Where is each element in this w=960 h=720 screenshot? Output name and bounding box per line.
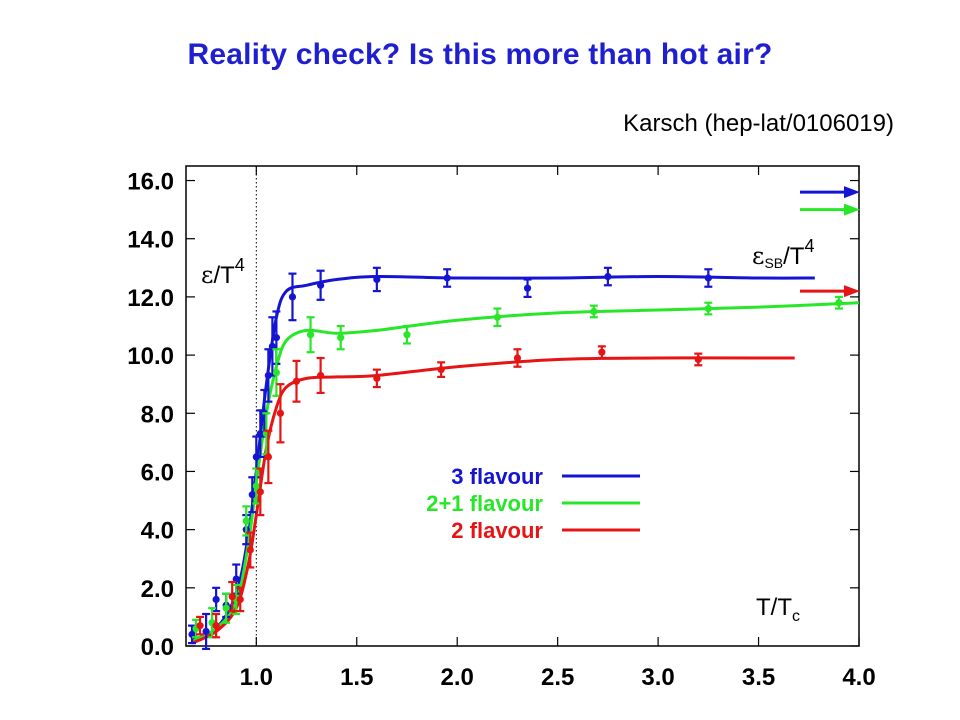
data-point-2-flavour: [196, 615, 205, 636]
x-tick-label: 1.5: [340, 664, 373, 691]
y-tick-label: 14.0: [127, 227, 174, 254]
data-point-2-1-flavour: [306, 316, 315, 354]
data-point-3-flavour: [523, 278, 532, 299]
data-point-2-flavour: [372, 368, 381, 389]
y-tick-label: 16.0: [127, 169, 174, 196]
data-point-2-flavour: [316, 356, 325, 395]
data-point-2-1-flavour: [834, 295, 843, 310]
plot-frame: [185, 165, 860, 647]
y-axis-label: ε/T4: [201, 255, 245, 289]
data-point-2-1-flavour: [493, 307, 502, 328]
x-tick-label: 1.0: [240, 664, 273, 691]
data-point-3-flavour: [202, 612, 211, 651]
y-tick-label: 6.0: [141, 459, 174, 486]
data-point-2-1-flavour: [704, 301, 713, 316]
sb-arrow-2-flavour: [800, 285, 860, 298]
sb-limit-arrows: [800, 186, 860, 298]
y-tick-label: 2.0: [141, 576, 174, 603]
legend-label-2-flavour: 2 flavour: [451, 518, 543, 543]
x-tick-label: 3.5: [742, 664, 775, 691]
axis-ticks: 0.0 2.0 4.0 6.0 8.0 10.0 12.0 14.0 16.0 1.0 1.5 2.0…: [127, 166, 876, 691]
data-point-2-flavour: [694, 352, 703, 367]
data-point-3-flavour: [256, 409, 265, 459]
data-point-2-1-flavour: [272, 348, 281, 397]
sb-arrow-3-flavour: [800, 186, 860, 199]
data-point-2-flavour: [292, 359, 301, 403]
x-tick-label: 3.0: [641, 664, 674, 691]
data-point-2-flavour: [264, 429, 273, 485]
sb-arrow-2-1-flavour: [800, 203, 860, 216]
data-point-3-flavour: [704, 268, 713, 288]
data-point-2-1-flavour: [242, 505, 251, 537]
data-point-2-flavour: [246, 531, 255, 569]
y-tick-label: 4.0: [141, 518, 174, 545]
data-point-2-flavour: [228, 580, 237, 613]
y-tick-label: 10.0: [127, 343, 174, 370]
data-point-3-flavour: [603, 266, 612, 287]
data-point-2-flavour: [437, 361, 446, 379]
x-tick-label: 4.0: [842, 664, 875, 691]
series-line-2-flavour: [191, 356, 795, 645]
data-point-3-flavour: [316, 269, 325, 301]
series-line-3-flavour: [191, 274, 815, 642]
data-point-2-1-flavour: [402, 324, 411, 345]
data-point-3-flavour: [443, 268, 452, 288]
y-tick-label: 8.0: [141, 401, 174, 428]
series-curves: [191, 274, 860, 645]
data-point-2-flavour: [597, 345, 606, 360]
sb-limit-label: εSB/T4: [752, 236, 814, 271]
legend-label-2-1-flavour: 2+1 flavour: [426, 491, 543, 516]
series-line-2-1-flavour: [191, 301, 860, 643]
slide-title: Reality check? Is this more than hot air…: [187, 38, 773, 71]
data-point-3-flavour: [288, 272, 297, 322]
data-point-3-flavour: [212, 586, 221, 613]
data-point-2-1-flavour: [222, 592, 231, 624]
citation: Karsch (hep-lat/0106019): [623, 110, 894, 137]
data-point-3-flavour: [372, 266, 381, 293]
data-point-2-flavour: [236, 586, 245, 613]
x-tick-label: 2.5: [541, 664, 574, 691]
legend-label-3-flavour: 3 flavour: [451, 464, 543, 489]
data-point-2-flavour: [212, 612, 221, 639]
x-tick-label: 2.0: [441, 664, 474, 691]
series-points: [188, 266, 843, 651]
y-tick-label: 0.0: [141, 634, 174, 661]
x-axis-label: T/Tc: [756, 594, 800, 625]
data-point-2-flavour: [256, 467, 265, 517]
data-point-2-1-flavour: [336, 324, 345, 351]
data-point-2-flavour: [513, 348, 522, 368]
data-point-3-flavour: [248, 476, 257, 514]
y-tick-label: 12.0: [127, 285, 174, 312]
data-point-2-flavour: [276, 383, 285, 444]
data-point-2-1-flavour: [589, 304, 598, 319]
